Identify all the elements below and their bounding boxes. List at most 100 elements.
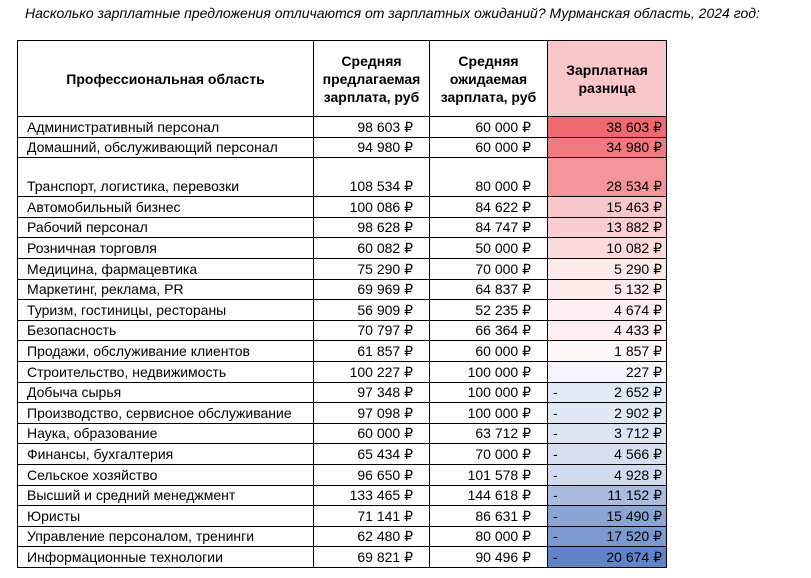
cell-offered-salary: 98 628 ₽ — [313, 216, 430, 239]
cell-offered-salary: 69 969 ₽ — [313, 278, 430, 301]
cell-professional-area: Юристы — [17, 505, 314, 527]
cell-salary-difference: 5 290 ₽ — [547, 257, 667, 280]
table-row: Юристы 71 141 ₽86 631 ₽ - 15 490 ₽ — [17, 505, 667, 527]
table-row: Домашний, обслуживающий персонал 94 980 ₽… — [17, 136, 667, 159]
table-row: Строительство, недвижимость 100 227 ₽100 … — [17, 360, 667, 383]
page-title: Насколько зарплатные предложения отличаю… — [25, 5, 760, 21]
table-row: Транспорт, логистика, перевозки 108 534 ₽… — [17, 157, 667, 198]
salary-table: Профессиональная область Средняя предлаг… — [17, 40, 667, 568]
table-row: Розничная торговля 60 082 ₽50 000 ₽ 10 082… — [17, 237, 667, 259]
cell-expected-salary: 84 747 ₽ — [429, 216, 548, 239]
cell-offered-salary: 96 650 ₽ — [313, 463, 430, 486]
table-row: Наука, образование 60 000 ₽63 712 ₽ - 3 712… — [17, 422, 667, 445]
cell-salary-difference: - 3 712 ₽ — [547, 422, 667, 445]
cell-expected-salary: 86 631 ₽ — [429, 505, 548, 527]
difference-value: 4 928 ₽ — [614, 466, 662, 483]
cell-offered-salary: 62 480 ₽ — [313, 525, 430, 548]
header-row: Профессиональная область Средняя предлаг… — [17, 40, 667, 117]
table-row: Высший и средний менеджмент 133 465 ₽144 … — [17, 484, 667, 507]
cell-salary-difference: 28 534 ₽ — [547, 157, 667, 198]
cell-expected-salary: 100 000 ₽ — [429, 360, 548, 383]
difference-value: 4 566 ₽ — [614, 445, 662, 462]
table-row: Производство, сервисное обслуживание 97 0… — [17, 402, 667, 424]
table-row: Автомобильный бизнес 100 086 ₽84 622 ₽ 15 … — [17, 196, 667, 218]
cell-salary-difference: 13 882 ₽ — [547, 216, 667, 239]
difference-sign: - — [553, 404, 558, 421]
header-salary-difference: Зарплатная разница — [547, 40, 667, 117]
cell-offered-salary: 100 086 ₽ — [313, 196, 430, 218]
cell-professional-area: Автомобильный бизнес — [17, 196, 314, 218]
table-row: Финансы, бухгалтерия 65 434 ₽70 000 ₽ - 4 5… — [17, 443, 667, 465]
cell-salary-difference: 1 857 ₽ — [547, 340, 667, 362]
cell-expected-salary: 60 000 ₽ — [429, 340, 548, 362]
cell-expected-salary: 70 000 ₽ — [429, 443, 548, 465]
cell-professional-area: Управление персоналом, тренинги — [17, 525, 314, 548]
cell-expected-salary: 63 712 ₽ — [429, 422, 548, 445]
cell-expected-salary: 101 578 ₽ — [429, 463, 548, 486]
difference-value: 28 534 ₽ — [606, 178, 662, 195]
cell-salary-difference: 34 980 ₽ — [547, 136, 667, 159]
difference-sign: - — [553, 425, 558, 442]
difference-value: 34 980 ₽ — [606, 139, 662, 156]
difference-value: 15 490 ₽ — [606, 507, 662, 524]
difference-value: 10 082 ₽ — [606, 239, 662, 256]
difference-value: 3 712 ₽ — [614, 425, 662, 442]
difference-value: 15 463 ₽ — [606, 198, 662, 215]
table-row: Добыча сырья 97 348 ₽100 000 ₽ - 2 652 ₽ — [17, 381, 667, 404]
cell-expected-salary: 84 622 ₽ — [429, 196, 548, 218]
cell-expected-salary: 80 000 ₽ — [429, 157, 548, 198]
table-row: Маркетинг, реклама, PR 69 969 ₽64 837 ₽ 5 … — [17, 278, 667, 301]
cell-salary-difference: - 2 902 ₽ — [547, 402, 667, 424]
cell-offered-salary: 133 465 ₽ — [313, 484, 430, 507]
difference-sign: - — [553, 384, 558, 401]
cell-professional-area: Медицина, фармацевтика — [17, 257, 314, 280]
cell-expected-salary: 90 496 ₽ — [429, 546, 548, 568]
table-row: Управление персоналом, тренинги 62 480 ₽8… — [17, 525, 667, 548]
table-row: Информационные технологии 69 821 ₽90 496 … — [17, 546, 667, 568]
cell-offered-salary: 56 909 ₽ — [313, 299, 430, 321]
difference-sign: - — [553, 445, 558, 462]
difference-value: 17 520 ₽ — [606, 528, 662, 545]
cell-offered-salary: 100 227 ₽ — [313, 360, 430, 383]
difference-value: 2 902 ₽ — [614, 404, 662, 421]
cell-salary-difference: 227 ₽ — [547, 360, 667, 383]
cell-professional-area: Транспорт, логистика, перевозки — [17, 157, 314, 198]
cell-professional-area: Строительство, недвижимость — [17, 360, 314, 383]
difference-sign: - — [553, 466, 558, 483]
cell-offered-salary: 94 980 ₽ — [313, 136, 430, 159]
cell-professional-area: Высший и средний менеджмент — [17, 484, 314, 507]
difference-sign: - — [553, 487, 558, 504]
cell-expected-salary: 144 618 ₽ — [429, 484, 548, 507]
difference-value: 5 290 ₽ — [614, 260, 662, 277]
header-expected-salary: Средняя ожидаемая зарплата, руб — [429, 40, 548, 117]
cell-professional-area: Продажи, обслуживание клиентов — [17, 340, 314, 362]
table-header: Профессиональная область Средняя предлаг… — [17, 40, 667, 117]
cell-salary-difference: 5 132 ₽ — [547, 278, 667, 301]
cell-salary-difference: - 4 566 ₽ — [547, 443, 667, 465]
cell-offered-salary: 70 797 ₽ — [313, 319, 430, 342]
table-body: Административный персонал 98 603 ₽60 000 … — [17, 116, 667, 568]
difference-value: 1 857 ₽ — [614, 342, 662, 359]
cell-salary-difference: 15 463 ₽ — [547, 196, 667, 218]
cell-salary-difference: - 2 652 ₽ — [547, 381, 667, 404]
difference-value: 13 882 ₽ — [606, 219, 662, 236]
cell-offered-salary: 65 434 ₽ — [313, 443, 430, 465]
cell-offered-salary: 61 857 ₽ — [313, 340, 430, 362]
cell-salary-difference: 10 082 ₽ — [547, 237, 667, 259]
cell-professional-area: Розничная торговля — [17, 237, 314, 259]
cell-expected-salary: 100 000 ₽ — [429, 402, 548, 424]
table-row: Продажи, обслуживание клиентов 61 857 ₽60… — [17, 340, 667, 362]
difference-value: 2 652 ₽ — [614, 384, 662, 401]
cell-salary-difference: - 4 928 ₽ — [547, 463, 667, 486]
cell-professional-area: Наука, образование — [17, 422, 314, 445]
header-offered-salary: Средняя предлагаемая зарплата, руб — [313, 40, 430, 117]
difference-value: 227 ₽ — [625, 363, 662, 380]
difference-sign: - — [553, 528, 558, 545]
cell-offered-salary: 75 290 ₽ — [313, 257, 430, 280]
difference-value: 20 674 ₽ — [606, 548, 662, 565]
cell-salary-difference: 4 674 ₽ — [547, 299, 667, 321]
table-row: Туризм, гостиницы, рестораны 56 909 ₽52 2… — [17, 299, 667, 321]
cell-professional-area: Туризм, гостиницы, рестораны — [17, 299, 314, 321]
difference-sign: - — [553, 507, 558, 524]
cell-expected-salary: 100 000 ₽ — [429, 381, 548, 404]
